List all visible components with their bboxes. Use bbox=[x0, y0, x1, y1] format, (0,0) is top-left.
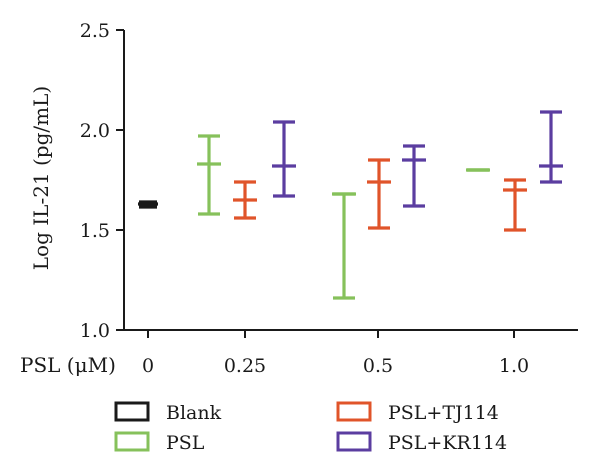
error-bar bbox=[503, 178, 527, 232]
legend-item: PSL+TJ114 bbox=[336, 401, 499, 424]
y-axis: 1.0 1.5 2.0 2.5 bbox=[80, 20, 125, 342]
error-bar bbox=[138, 200, 158, 209]
error-bar bbox=[233, 180, 257, 220]
legend-swatch bbox=[336, 401, 372, 422]
y-axis-label: Log IL-21 (pg/mL) bbox=[29, 86, 53, 270]
y-tick-label: 1.5 bbox=[80, 220, 110, 242]
error-bar bbox=[539, 110, 563, 184]
error-bar bbox=[367, 158, 391, 230]
legend-swatch bbox=[336, 431, 372, 452]
x-axis-prefix-label: PSL (μM) bbox=[20, 353, 116, 377]
legend-swatch bbox=[114, 401, 150, 422]
legend-label: PSL bbox=[166, 432, 205, 454]
legend-label: Blank bbox=[166, 402, 222, 424]
x-tick-label: 0.25 bbox=[224, 355, 266, 377]
x-axis: 0 0.25 0.5 1.0 bbox=[124, 329, 578, 377]
error-bar bbox=[332, 192, 356, 300]
y-tick-label: 1.0 bbox=[80, 320, 110, 342]
data-marks bbox=[138, 110, 563, 300]
y-tick-label: 2.5 bbox=[80, 20, 110, 42]
legend-swatch bbox=[114, 431, 150, 452]
x-tick-label: 1.0 bbox=[499, 355, 529, 377]
x-tick-label: 0.5 bbox=[363, 355, 393, 377]
legend: Blank PSL PSL+TJ114 PSL+KR114 bbox=[114, 401, 507, 454]
error-bar bbox=[272, 120, 296, 198]
y-tick-label: 2.0 bbox=[80, 120, 110, 142]
legend-item: PSL+KR114 bbox=[336, 431, 507, 454]
legend-label: PSL+TJ114 bbox=[388, 402, 499, 424]
x-tick-label: 0 bbox=[142, 355, 154, 377]
legend-label: PSL+KR114 bbox=[388, 432, 507, 454]
error-bar bbox=[402, 144, 426, 208]
error-bar bbox=[197, 134, 221, 216]
legend-item: PSL bbox=[114, 431, 205, 454]
legend-item: Blank bbox=[114, 401, 222, 424]
